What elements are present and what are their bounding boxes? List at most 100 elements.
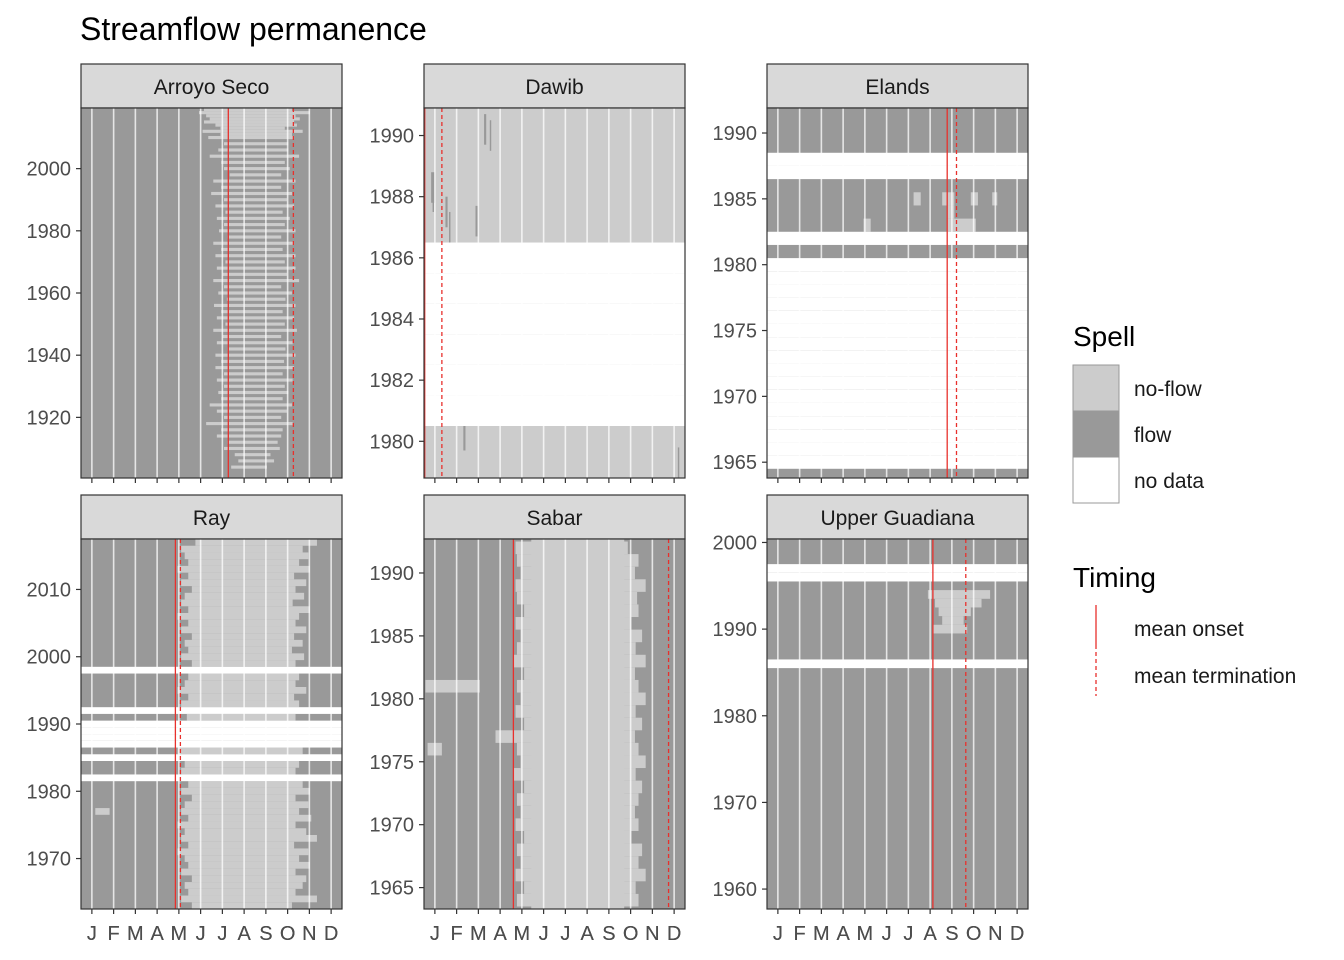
flow-spell xyxy=(489,120,492,151)
x-tick-label: J xyxy=(560,923,570,945)
x-tick-label: A xyxy=(580,923,594,945)
x-tick-label: J xyxy=(882,923,892,945)
no-flow-spell xyxy=(184,680,296,687)
no-flow-spell xyxy=(225,322,285,326)
no-flow-spell xyxy=(215,123,297,127)
no-flow-spell xyxy=(186,713,296,721)
panel-border xyxy=(423,107,686,479)
y-tick-label: 1985 xyxy=(370,626,415,648)
no-flow-spell xyxy=(863,218,871,232)
x-tick-label: J xyxy=(87,923,97,945)
y-tick-label: 1980 xyxy=(713,255,758,277)
x-tick-label: A xyxy=(493,923,507,945)
no-flow-spell xyxy=(184,855,300,862)
flow-spell xyxy=(449,211,451,243)
x-tick-label: J xyxy=(196,923,206,945)
no-flow-spell xyxy=(524,717,643,731)
no-flow-spell xyxy=(184,828,307,835)
no-data-band xyxy=(767,271,1028,285)
y-tick-label: 1980 xyxy=(713,706,758,728)
no-flow-spell xyxy=(211,191,292,196)
no-flow-spell xyxy=(213,179,296,183)
legend-key-no-flow xyxy=(1072,364,1120,412)
y-tick-label: 1965 xyxy=(370,878,415,900)
x-tick-label: J xyxy=(87,923,97,945)
x-tick-label: O xyxy=(280,923,296,945)
no-flow-spell xyxy=(520,629,643,643)
no-flow-spell xyxy=(181,653,305,661)
x-tick-label: O xyxy=(966,923,982,945)
no-flow-spell xyxy=(224,384,285,388)
x-tick-label: S xyxy=(602,923,615,945)
y-tick-label: 1940 xyxy=(27,345,72,367)
x-tick-label: O xyxy=(623,923,639,945)
no-flow-spell xyxy=(177,613,300,620)
no-flow-spell xyxy=(216,266,296,270)
no-flow-spell xyxy=(181,868,296,876)
no-flow-spell xyxy=(220,126,285,130)
x-tick-label: F xyxy=(108,923,120,945)
no-data-band xyxy=(81,720,342,728)
no-flow-spell xyxy=(218,390,289,395)
no-flow-spell xyxy=(927,590,991,599)
no-data-band xyxy=(767,284,1028,298)
no-flow-spell xyxy=(520,692,646,706)
y-tick-label: 2000 xyxy=(713,532,758,554)
y-tick-label: 2000 xyxy=(27,159,72,181)
x-tick-label: A xyxy=(923,923,937,945)
no-flow-spell xyxy=(181,599,293,607)
no-flow-spell xyxy=(181,895,317,903)
x-tick-label: F xyxy=(794,923,806,945)
no-flow-spell xyxy=(203,120,295,124)
no-flow-spell xyxy=(191,902,292,909)
no-flow-spell xyxy=(224,372,283,376)
x-tick-label: S xyxy=(945,923,958,945)
no-flow-spell xyxy=(516,742,639,756)
y-tick-label: 1980 xyxy=(27,781,72,803)
y-tick-label: 2000 xyxy=(27,647,72,669)
x-tick-label: J xyxy=(882,923,892,945)
panel-border xyxy=(423,538,686,910)
y-tick-label: 1986 xyxy=(370,248,415,270)
no-flow-spell xyxy=(215,254,296,258)
legend-spell-title: Spell xyxy=(1073,321,1135,352)
no-flow-spell xyxy=(188,619,296,627)
x-tick-label: F xyxy=(451,923,463,945)
no-flow-spell xyxy=(231,465,267,469)
no-flow-spell xyxy=(221,397,283,401)
no-data-band xyxy=(767,442,1028,456)
x-tick-label: J xyxy=(217,923,227,945)
no-flow-spell xyxy=(516,679,639,693)
x-tick-label: M xyxy=(127,923,144,945)
x-tick-label: D xyxy=(667,923,681,945)
y-tick-label: 1990 xyxy=(370,563,415,585)
no-flow-spell xyxy=(195,539,317,546)
y-tick-label: 1970 xyxy=(713,386,758,408)
no-data-band xyxy=(424,273,685,304)
no-flow-spell xyxy=(198,111,310,115)
no-flow-spell xyxy=(913,192,921,206)
no-flow-spell xyxy=(188,888,296,896)
x-tick-label: S xyxy=(259,923,272,945)
legend-label: no-flow xyxy=(1134,378,1203,401)
no-data-band xyxy=(424,242,685,274)
no-data-band xyxy=(767,350,1028,364)
x-tick-label: J xyxy=(217,923,227,945)
no-flow-spell xyxy=(208,135,295,140)
no-flow-spell xyxy=(177,747,303,755)
no-flow-spell xyxy=(213,279,300,283)
strip-header xyxy=(766,63,1029,109)
panel-border xyxy=(766,538,1029,910)
x-tick-label: N xyxy=(988,923,1002,945)
no-flow-spell xyxy=(221,185,282,189)
x-tick-label: N xyxy=(302,923,316,945)
no-flow-spell xyxy=(95,808,110,815)
no-flow-spell xyxy=(225,210,283,214)
no-flow-spell xyxy=(524,780,643,794)
strip-header xyxy=(423,63,686,109)
strip-header xyxy=(80,494,343,540)
x-tick-label: J xyxy=(430,923,440,945)
